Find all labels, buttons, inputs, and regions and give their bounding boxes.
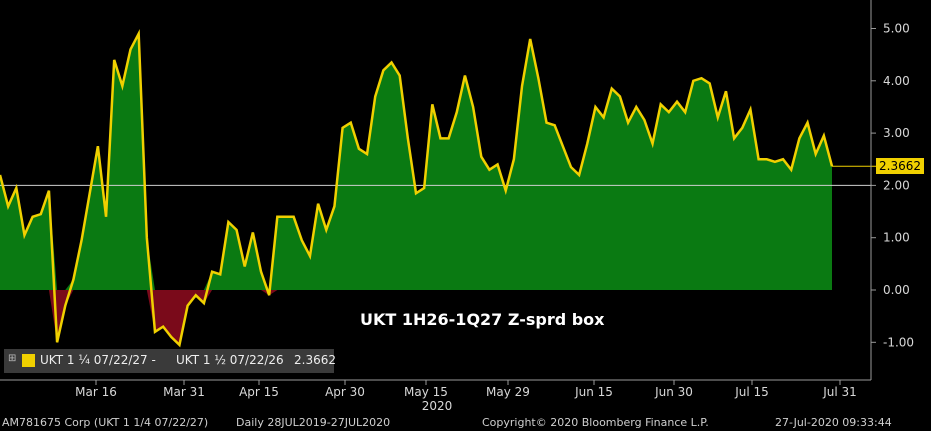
footer-copyright: Copyright© 2020 Bloomberg Finance L.P. bbox=[482, 416, 709, 429]
chart-svg: 5.00 4.00 3.00 2.00 1.00 0.00 -1.00 Mar 16 Mar … bbox=[0, 0, 914, 413]
chart-title: UKT 1H26-1Q27 Z-sprd box bbox=[360, 310, 605, 329]
legend-value: 2.3662 bbox=[294, 353, 336, 367]
y-tick-label: 1.00 bbox=[883, 231, 910, 245]
x-tick-label: Apr 15 bbox=[239, 385, 279, 399]
x-tick-label: Mar 16 bbox=[75, 385, 117, 399]
x-tick-label: Jun 30 bbox=[654, 385, 693, 399]
y-tick-label: 0.00 bbox=[883, 283, 910, 297]
x-tick-label: Mar 31 bbox=[163, 385, 205, 399]
x-tick-label: May 15 bbox=[404, 385, 448, 399]
legend-expand-icon[interactable]: ⊞ bbox=[8, 353, 17, 364]
footer-range: Daily 28JUL2019-27JUL2020 bbox=[236, 416, 391, 429]
y-tick-label: 2.00 bbox=[883, 178, 910, 192]
last-value-badge: 2.3662 bbox=[876, 158, 924, 174]
legend-label-b: UKT 1 ½ 07/22/26 bbox=[176, 353, 284, 367]
positive-area bbox=[0, 33, 832, 290]
y-tick-label: 4.00 bbox=[883, 74, 910, 88]
x-tick-label: Jul 31 bbox=[822, 385, 857, 399]
x-axis-year-label: 2020 bbox=[422, 399, 453, 413]
y-tick-label: -1.00 bbox=[883, 335, 914, 349]
negative-area bbox=[0, 290, 832, 345]
footer-ticker: AM781675 Corp (UKT 1 1/4 07/22/27) bbox=[2, 416, 209, 429]
x-tick-label: Jul 15 bbox=[734, 385, 769, 399]
x-tick-label: Apr 30 bbox=[325, 385, 365, 399]
footer-timestamp: 27-Jul-2020 09:33:44 bbox=[775, 416, 892, 429]
series-line bbox=[0, 28, 834, 348]
y-tick-label: 5.00 bbox=[883, 22, 910, 36]
legend-label-a: UKT 1 ¼ 07/22/27 - bbox=[40, 353, 156, 367]
footer: AM781675 Corp (UKT 1 1/4 07/22/27) Daily… bbox=[0, 414, 931, 431]
legend-swatch-icon bbox=[22, 354, 35, 367]
x-tick-label: Jun 15 bbox=[574, 385, 613, 399]
y-tick-label: 3.00 bbox=[883, 126, 910, 140]
legend[interactable]: ⊞ UKT 1 ¼ 07/22/27 - UKT 1 ½ 07/22/26 2.… bbox=[4, 349, 336, 373]
x-tick-label: May 29 bbox=[486, 385, 530, 399]
